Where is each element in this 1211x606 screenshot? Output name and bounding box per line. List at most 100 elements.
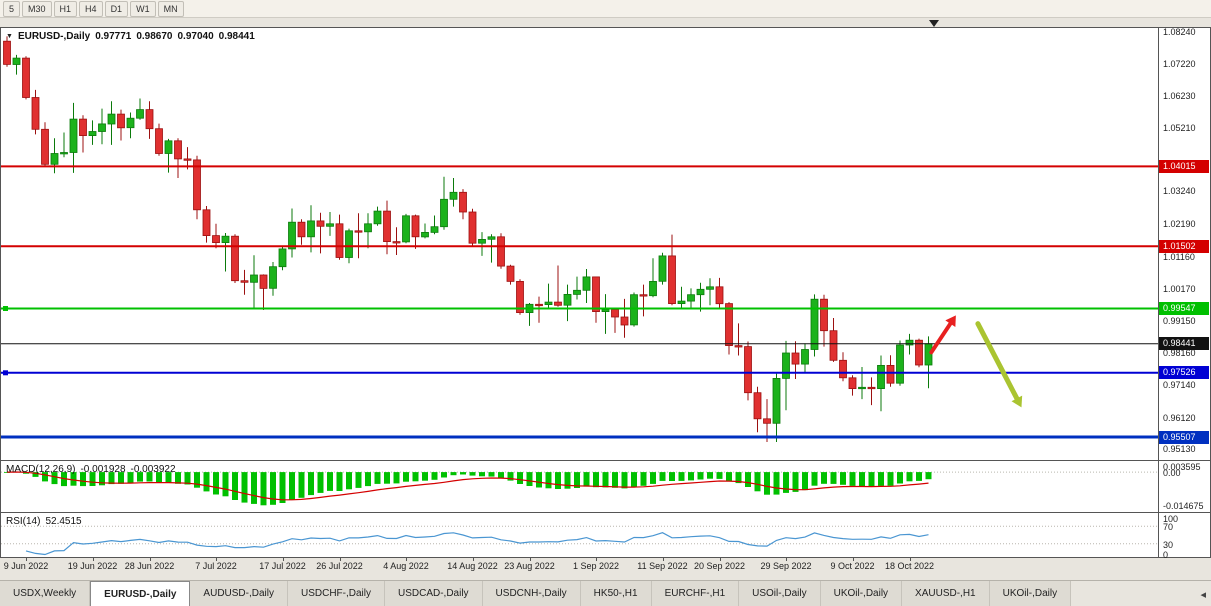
price-axis-label: 1.01160 bbox=[1163, 252, 1195, 263]
open-value: 0.97771 bbox=[95, 31, 132, 42]
price-axis-label: 1.05210 bbox=[1163, 123, 1196, 134]
timeframe-button-m30[interactable]: M30 bbox=[22, 0, 52, 17]
price-axis-separator bbox=[1158, 27, 1159, 558]
price-axis-badge: 0.95507 bbox=[1159, 430, 1209, 444]
price-axis-label: 0.95130 bbox=[1163, 444, 1196, 455]
chart-tab-usdchf-daily[interactable]: USDCHF-,Daily bbox=[287, 581, 385, 606]
trend-arrow-up[interactable] bbox=[929, 321, 953, 355]
macd-indicator-panel[interactable] bbox=[1, 461, 1158, 512]
price-axis-label: 0.96120 bbox=[1163, 412, 1196, 423]
chart-tab-eurchf-h1[interactable]: EURCHF-,H1 bbox=[651, 581, 740, 606]
close-value: 0.98441 bbox=[218, 31, 255, 42]
price-axis-label: 1.00170 bbox=[1163, 283, 1196, 294]
macd-main-value: -0.001928 bbox=[80, 464, 126, 475]
date-axis-label: 20 Sep 2022 bbox=[693, 561, 746, 571]
rsi-axis-label: 100 bbox=[1163, 514, 1179, 524]
chart-ohlc-header: ▼ EURUSD-,Daily 0.97771 0.98670 0.97040 0.984… bbox=[6, 31, 260, 42]
rsi-axis-label: 0 bbox=[1163, 550, 1169, 560]
date-axis-tick bbox=[406, 558, 407, 561]
macd-axis-label: -0.014675 bbox=[1163, 500, 1204, 511]
date-axis-label: 18 Oct 2022 bbox=[884, 561, 935, 571]
timeframe-button-mn[interactable]: MN bbox=[157, 0, 184, 17]
chart-tab-xauusd-h1[interactable]: XAUUSD-,H1 bbox=[902, 581, 990, 606]
macd-histogram bbox=[4, 471, 932, 506]
date-axis-label: 11 Sep 2022 bbox=[637, 561, 688, 571]
date-axis-label: 28 Jun 2022 bbox=[124, 561, 175, 571]
annotation-arrows[interactable] bbox=[929, 315, 1023, 408]
rsi-line bbox=[25, 532, 929, 556]
price-axis-label: 1.02190 bbox=[1163, 219, 1196, 230]
price-axis-badge: 0.98441 bbox=[1159, 337, 1209, 351]
date-axis-label: 9 Jun 2022 bbox=[3, 561, 49, 571]
chart-dropdown-icon[interactable]: ▼ bbox=[6, 33, 13, 40]
price-axis-label: 0.97140 bbox=[1163, 380, 1196, 391]
date-axis-label: 29 Sep 2022 bbox=[760, 561, 812, 571]
chart-tab-ukoil-daily[interactable]: UKOil-,Daily bbox=[989, 581, 1072, 606]
date-axis-tick bbox=[472, 558, 474, 561]
price-axis-label: 1.03240 bbox=[1163, 186, 1196, 197]
date-axis-label: 26 Jul 2022 bbox=[316, 561, 363, 571]
date-axis-tick bbox=[909, 558, 911, 561]
date-axis-tick bbox=[529, 558, 531, 561]
chart-tabbar: USDX,Weekly EURUSD-,Daily AUDUSD-,Daily USD… bbox=[0, 580, 1211, 606]
rsi-label: RSI(14) bbox=[6, 516, 41, 527]
chart-tab-audusd-daily[interactable]: AUDUSD-,Daily bbox=[190, 581, 288, 606]
timeframe-button-h1[interactable]: H1 bbox=[53, 0, 78, 17]
chart-tab-hk50-h1[interactable]: HK50-,H1 bbox=[580, 581, 652, 606]
date-axis-tick bbox=[719, 558, 721, 561]
rsi-axis-label: 70 bbox=[1163, 522, 1174, 533]
date-axis-tick bbox=[282, 558, 284, 561]
tab-scroll-left-icon[interactable]: ◂ bbox=[1197, 581, 1209, 606]
date-axis-tick bbox=[786, 558, 787, 561]
price-axis-label: 1.06230 bbox=[1163, 90, 1196, 101]
macd-signal-line bbox=[6, 471, 929, 501]
timeframe-button-5[interactable]: 5 bbox=[3, 0, 21, 17]
macd-header: MACD(12,26,9) -0.001928 -0.003922 bbox=[6, 464, 181, 475]
panel-separator[interactable] bbox=[0, 512, 1211, 513]
date-axis-label: 23 Aug 2022 bbox=[504, 561, 555, 571]
chart-tab-usdcnh-daily[interactable]: USDCNH-,Daily bbox=[482, 581, 581, 606]
date-axis-label: 4 Aug 2022 bbox=[383, 561, 429, 571]
rsi-value: 52.4515 bbox=[45, 516, 82, 527]
price-axis-label: 0.99150 bbox=[1163, 316, 1196, 327]
date-axis-tick bbox=[596, 558, 597, 561]
high-value: 0.98670 bbox=[136, 31, 173, 42]
price-chart[interactable] bbox=[1, 28, 1158, 460]
price-axis-label: 0.98160 bbox=[1163, 347, 1196, 358]
panel-separator[interactable] bbox=[0, 460, 1211, 461]
date-axis-label: 17 Jul 2022 bbox=[259, 561, 306, 571]
chart-tab-ukoil-daily[interactable]: UKOil-,Daily bbox=[820, 581, 903, 606]
timeframe-toolbar: 5 M30 H1 H4 D1 W1 MN bbox=[0, 0, 1211, 18]
price-axis-badge: 1.01502 bbox=[1159, 239, 1209, 253]
rsi-indicator-panel[interactable] bbox=[1, 513, 1158, 557]
date-axis-tick bbox=[662, 558, 664, 561]
timeframe-button-h4[interactable]: H4 bbox=[79, 0, 103, 17]
chart-shift-marker-icon[interactable] bbox=[929, 20, 939, 27]
price-axis-badge: 0.99547 bbox=[1159, 302, 1209, 315]
macd-signal-value: -0.003922 bbox=[130, 464, 176, 475]
chart-tab-usdcad-daily[interactable]: USDCAD-,Daily bbox=[384, 581, 483, 606]
chart-tab-eurusd-daily[interactable]: EURUSD-,Daily bbox=[90, 581, 191, 606]
date-axis-tick bbox=[149, 558, 151, 561]
chart-area-background bbox=[0, 27, 1211, 558]
candles-layer bbox=[3, 36, 933, 442]
symbol-label: EURUSD-,Daily bbox=[17, 31, 91, 42]
rsi-axis-label: 30 bbox=[1163, 539, 1174, 550]
trend-arrow-down[interactable] bbox=[975, 321, 1020, 401]
rsi-header: RSI(14) 52.4515 bbox=[6, 516, 87, 527]
date-axis-label: 1 Sep 2022 bbox=[572, 561, 620, 571]
chart-tab-usoil-daily[interactable]: USOil-,Daily bbox=[739, 581, 821, 606]
chart-tab-usdx-weekly[interactable]: USDX,Weekly bbox=[0, 581, 91, 606]
date-axis-tick bbox=[216, 558, 217, 561]
date-axis-label: 19 Jun 2022 bbox=[67, 561, 118, 571]
low-value: 0.97040 bbox=[177, 31, 214, 42]
date-axis-label: 9 Oct 2022 bbox=[830, 561, 875, 571]
price-axis-label: 1.08240 bbox=[1163, 26, 1196, 37]
timeframe-button-d1[interactable]: D1 bbox=[104, 0, 129, 17]
price-axis-badge: 1.04015 bbox=[1159, 159, 1209, 173]
hlines-layer[interactable] bbox=[1, 165, 1158, 439]
macd-axis-label: 0.00 bbox=[1163, 468, 1181, 479]
timeframe-button-w1[interactable]: W1 bbox=[130, 0, 156, 17]
date-axis-tick bbox=[92, 558, 94, 561]
